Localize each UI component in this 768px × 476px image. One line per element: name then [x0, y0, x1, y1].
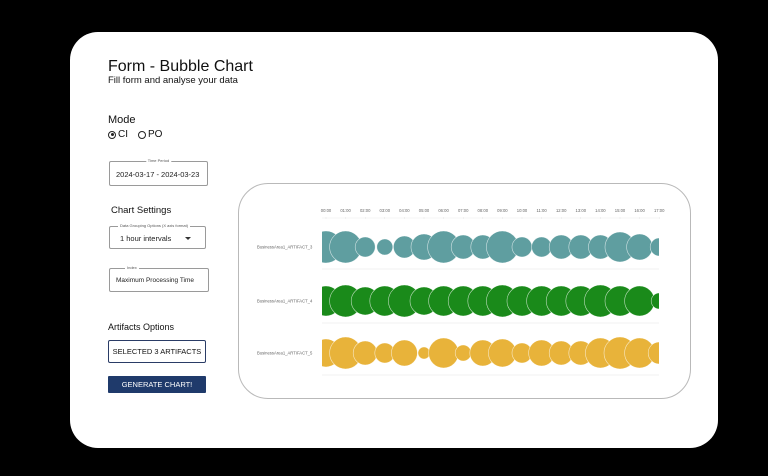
bubble[interactable]	[428, 337, 459, 369]
mode-radio-ci-label: CI	[118, 129, 128, 140]
index-field[interactable]: Index Maximum Processing Time	[109, 265, 209, 292]
x-tick-label: 05:00	[419, 208, 430, 213]
x-tick-label: 10:00	[517, 208, 528, 213]
select-artifacts-button[interactable]: SELECTED 3 ARTIFACTS	[108, 340, 206, 363]
chart-settings-heading: Chart Settings	[111, 205, 172, 216]
x-tick-label: 06:00	[438, 208, 449, 213]
artifacts-heading: Artifacts Options	[108, 322, 175, 332]
page-subtitle: Fill form and analyse your data	[108, 75, 238, 86]
index-value: Maximum Processing Time	[116, 277, 195, 284]
x-tick-label: 12:00	[556, 208, 567, 213]
radio-checked-icon	[108, 130, 116, 139]
x-tick-label: 08:00	[478, 208, 489, 213]
bubble-chart-container: 00:00 01:00 02:00 03:00 04:00 05:00 06:00 07:00…	[238, 183, 691, 399]
x-tick-label: 11:00	[537, 208, 548, 213]
generate-chart-button[interactable]: GENERATE CHART!	[108, 376, 206, 393]
bubble[interactable]	[454, 344, 472, 362]
series-label: BusinessArea1_ARTIFACT_3	[257, 245, 313, 250]
x-tick-label: 16:00	[634, 208, 645, 213]
mode-label: Mode	[108, 114, 136, 126]
x-tick-label: 00:00	[321, 208, 332, 213]
form-card: Form - Bubble Chart Fill form and analys…	[70, 32, 718, 448]
grouping-select[interactable]: Data Grouping Options (X axis format) 1 …	[109, 223, 206, 249]
mode-radio-ci[interactable]: CI	[108, 129, 128, 140]
bubble[interactable]	[650, 292, 667, 310]
series-label: BusinessArea1_ARTIFACT_4	[257, 299, 313, 304]
mode-radio-po[interactable]: PO	[138, 129, 162, 140]
x-tick-label: 15:00	[615, 208, 626, 213]
series-label: BusinessArea1_ARTIFACT_5	[257, 351, 313, 356]
mode-radio-group: CI PO	[108, 129, 162, 140]
x-tick-label: 09:00	[497, 208, 508, 213]
time-period-value: 2024-03-17 - 2024-03-23	[116, 170, 200, 179]
x-tick-label: 04:00	[399, 208, 410, 213]
page-title: Form - Bubble Chart	[108, 58, 253, 75]
time-period-legend: Time Period	[145, 158, 172, 163]
x-tick-label: 07:00	[458, 208, 469, 213]
x-tick-label: 02:00	[360, 208, 371, 213]
x-tick-label: 13:00	[576, 208, 587, 213]
x-tick-label: 14:00	[595, 208, 606, 213]
chevron-down-icon	[185, 237, 191, 240]
bubble[interactable]	[626, 233, 653, 261]
bubble[interactable]	[391, 339, 418, 367]
bubble[interactable]	[352, 340, 378, 366]
x-tick-label: 17:00	[654, 208, 665, 213]
bubble[interactable]	[376, 238, 394, 256]
bubble[interactable]	[647, 341, 670, 365]
radio-unchecked-icon	[138, 130, 146, 139]
bubble[interactable]	[649, 237, 668, 257]
x-tick-label: 03:00	[380, 208, 391, 213]
grouping-value: 1 hour intervals	[120, 234, 172, 243]
grouping-legend: Data Grouping Options (X axis format)	[118, 223, 191, 228]
bubble[interactable]	[354, 236, 376, 258]
bubble-chart: 00:00 01:00 02:00 03:00 04:00 05:00 06:00 07:00…	[257, 208, 670, 376]
bubble[interactable]	[624, 285, 655, 317]
mode-radio-po-label: PO	[148, 129, 163, 140]
bubble[interactable]	[531, 236, 552, 258]
time-period-field[interactable]: Time Period 2024-03-17 - 2024-03-23	[109, 158, 208, 186]
bubble[interactable]	[417, 346, 431, 360]
x-tick-label: 01:00	[340, 208, 351, 213]
bubble[interactable]	[511, 236, 533, 258]
index-legend: Index	[125, 265, 139, 270]
